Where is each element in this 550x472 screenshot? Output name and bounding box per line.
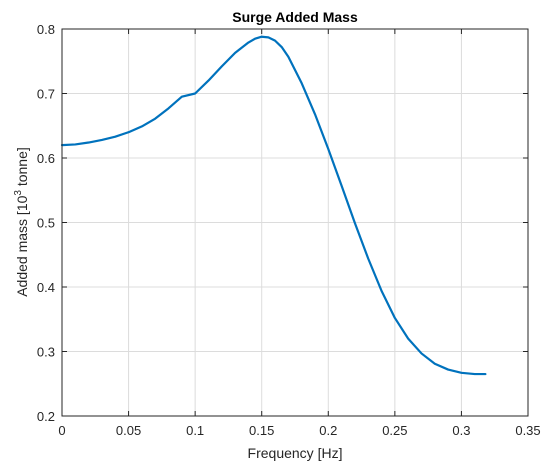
y-axis-label-superscript: 3 [13,190,24,196]
y-tick-label: 0.3 [37,345,55,360]
grid-lines [61,28,529,417]
chart-title: Surge Added Mass [232,9,358,25]
y-tick-label: 0.8 [37,22,55,37]
x-tick-label: 0.35 [515,423,540,438]
x-axis-label: Frequency [Hz] [248,445,343,461]
y-tick-label: 0.2 [37,409,55,424]
tick-labels: 0 0.05 0.1 0.15 0.2 0.25 0.3 0.35 0.2 0.3 0.4 0.5 0.… [37,22,541,438]
y-tick-label: 0.7 [37,87,55,102]
axes [61,28,529,417]
x-tick-label: 0.3 [452,423,470,438]
x-tick-label: 0.15 [249,423,274,438]
y-tick-label: 0.5 [37,216,55,231]
y-axis-label: Added mass [103 tonne] [13,147,30,297]
data-series-line [60,35,487,376]
x-tick-label: 0.1 [186,423,204,438]
y-tick-label: 0.4 [37,280,55,295]
x-tick-label: 0.2 [319,423,337,438]
x-tick-label: 0.25 [382,423,407,438]
x-tick-label: 0.05 [116,423,141,438]
y-tick-label: 0.6 [37,151,55,166]
y-axis-label-prefix: Added mass [10 [14,195,30,296]
x-tick-label: 0 [58,423,65,438]
y-axis-label-suffix: tonne] [14,147,30,190]
